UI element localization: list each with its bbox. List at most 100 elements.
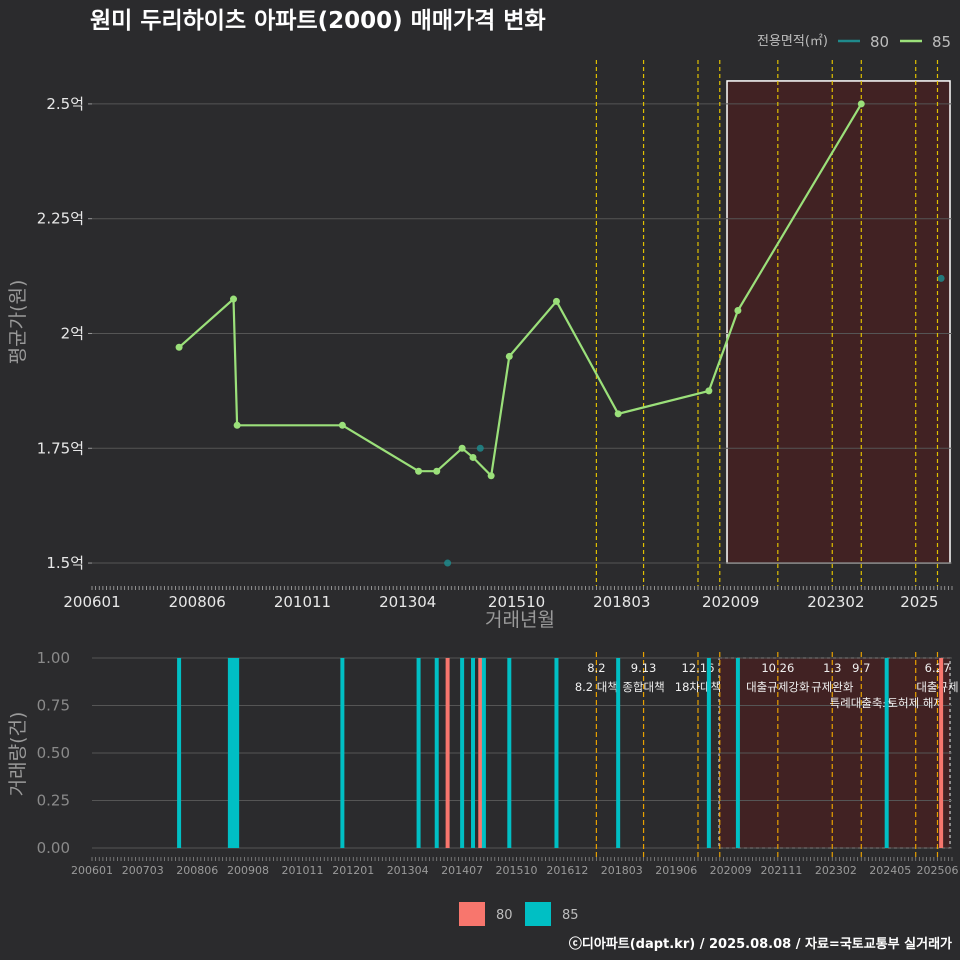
volume-chart-legend: 80 85 — [459, 902, 579, 926]
y-tick-label: 2.5억 — [46, 95, 84, 113]
x-tick-label: 2025 — [900, 593, 938, 611]
legend-label-80: 80 — [870, 33, 889, 51]
chart-title: 원미 두리하이츠 아파트(2000) 매매가격 변화 — [90, 8, 546, 34]
policy-date-label: 12.16 — [682, 661, 715, 675]
data-point-85 — [487, 472, 495, 480]
volume-bar-85 — [735, 658, 740, 848]
data-point-85 — [433, 467, 441, 475]
x-tick-label: 201011 — [274, 593, 331, 611]
data-point-85 — [415, 467, 423, 475]
data-point-85 — [469, 453, 477, 461]
x-tick-label: 201510 — [488, 593, 545, 611]
policy-name-label: 18차대책 — [675, 680, 721, 694]
x-tick-label: 200806 — [169, 593, 226, 611]
x-axis-title: 거래년월 — [485, 609, 555, 631]
data-point-80 — [476, 444, 484, 452]
x-tick-label: 200703 — [122, 864, 164, 877]
policy-sub-label: 특례대출축소 — [830, 696, 893, 710]
volume-bar-85 — [471, 658, 476, 848]
y-tick-label: 1.75억 — [37, 439, 84, 457]
volume-bar-85 — [416, 658, 421, 848]
x-tick-label: 201201 — [332, 864, 374, 877]
y-tick-label: 2억 — [61, 324, 84, 342]
policy-name-label: 대출규제 — [916, 680, 958, 694]
x-tick-label: 201407 — [441, 864, 483, 877]
policy-date-label: 9.7 — [852, 661, 870, 675]
volume-bar-85 — [231, 658, 236, 848]
data-point-85 — [734, 307, 742, 315]
y-tick-label: 0.75 — [37, 697, 70, 715]
policy-name-label: 8.2 대책 — [575, 680, 618, 694]
volume-bar-85 — [884, 658, 889, 848]
x-tick-label: 202009 — [710, 864, 752, 877]
data-point-85 — [338, 421, 346, 429]
x-tick-label: 200601 — [63, 593, 120, 611]
highlight-period-box — [726, 80, 951, 564]
data-point-85 — [230, 295, 238, 303]
y-tick-label: 0.25 — [37, 792, 70, 810]
x-tick-label: 202302 — [815, 864, 857, 877]
policy-name-label: 규제완화 — [811, 680, 854, 694]
volume-bar-80 — [478, 658, 483, 848]
x-tick-label: 200908 — [227, 864, 269, 877]
data-point-80 — [444, 559, 452, 567]
x-tick-label: 201612 — [546, 864, 588, 877]
volume-bar-85 — [340, 658, 345, 848]
data-point-85 — [175, 343, 183, 351]
legend-title: 전용면적(㎡) — [757, 34, 828, 49]
legend-swatch-80 — [459, 902, 485, 926]
policy-name-label: 종합대책 — [622, 680, 664, 694]
data-point-85 — [614, 410, 622, 418]
data-point-85 — [233, 421, 241, 429]
x-tick-label: 200601 — [71, 864, 113, 877]
policy-name-label: 대출규제강화 — [746, 680, 810, 694]
y-tick-label: 1.5억 — [46, 554, 84, 572]
data-point-85 — [552, 297, 560, 305]
volume-bar-85 — [481, 658, 486, 848]
x-tick-label: 202506 — [916, 864, 958, 877]
x-tick-label: 201510 — [496, 864, 538, 877]
price-line-chart: 1.5억 1.75억 2억 2.25억 2.5억 200601 200806 201011 20… — [7, 60, 953, 631]
legend-label-80: 80 — [496, 908, 513, 923]
x-tick-label: 202111 — [760, 864, 802, 877]
policy-date-label: 9.13 — [631, 661, 657, 675]
x-tick-label: 201304 — [379, 593, 436, 611]
volume-bar-85 — [507, 658, 512, 848]
x-tick-label: 201803 — [601, 864, 643, 877]
legend-label-85: 85 — [562, 908, 579, 923]
y-axis-title: 평균가(원) — [7, 280, 29, 365]
y-tick-label: 0.00 — [37, 839, 70, 857]
data-point-80 — [937, 274, 945, 282]
volume-bar-85 — [706, 658, 711, 848]
x-tick-label: 202302 — [807, 593, 864, 611]
policy-sub-label: 토허제 해제 — [887, 696, 944, 710]
volume-bar-chart: 0.00 0.25 0.50 0.75 1.00 8.2 8.2 대책 9.13 종합대책 12.… — [7, 649, 959, 877]
footer-credit: ⓒ디아파트(dapt.kr) / 2025.08.08 / 자료=국토교통부 실… — [569, 936, 952, 952]
volume-bar-85 — [235, 658, 240, 848]
x-tick-label: 200806 — [176, 864, 218, 877]
legend-label-85: 85 — [932, 33, 951, 51]
volume-bar-85 — [616, 658, 621, 848]
policy-date-label: 1.3 — [823, 661, 841, 675]
data-point-85 — [505, 352, 513, 360]
y-tick-label: 2.25억 — [37, 210, 84, 228]
volume-bar-80 — [445, 658, 450, 848]
x-tick-label: 201304 — [387, 864, 429, 877]
legend-swatch-85 — [525, 902, 551, 926]
price-chart-legend: 전용면적(㎡) 80 85 — [757, 33, 951, 51]
volume-bar-85 — [460, 658, 465, 848]
volume-bar-85 — [434, 658, 439, 848]
policy-date-label: 10.26 — [761, 661, 794, 675]
volume-bar-85 — [177, 658, 182, 848]
volume-bar-85 — [554, 658, 559, 848]
volume-bar-80 — [939, 658, 944, 848]
x-tick-label: 201803 — [593, 593, 650, 611]
y-tick-label: 1.00 — [37, 649, 70, 667]
x-tick-label: 202009 — [702, 593, 759, 611]
y-axis-title: 거래량(건) — [7, 712, 29, 797]
data-point-85 — [705, 387, 713, 395]
data-point-85 — [857, 100, 865, 108]
volume-bar-85 — [227, 658, 232, 848]
x-tick-label: 201906 — [655, 864, 697, 877]
